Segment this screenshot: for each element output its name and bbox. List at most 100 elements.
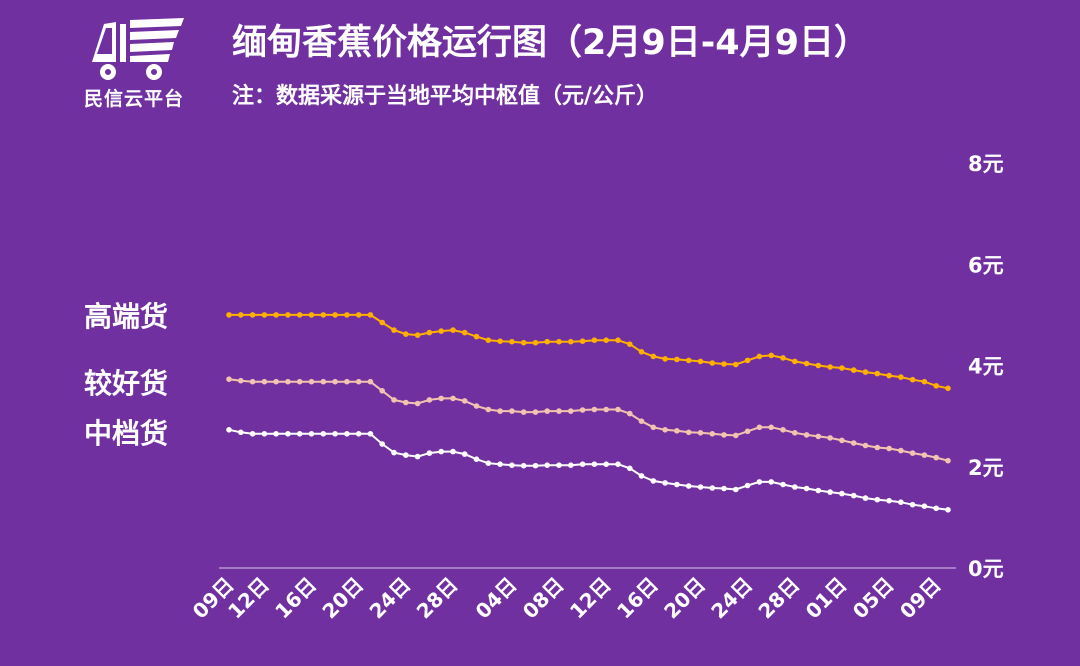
data-point	[509, 338, 515, 345]
data-point	[733, 361, 739, 368]
data-point	[344, 378, 350, 385]
data-point	[296, 431, 303, 437]
data-point	[662, 427, 668, 433]
x-tick-label: 12日	[565, 573, 616, 624]
data-point	[756, 353, 763, 360]
data-point	[898, 499, 904, 506]
x-tick-label: 20日	[659, 573, 710, 624]
data-point	[473, 403, 480, 409]
data-point	[662, 356, 668, 362]
data-point	[320, 312, 327, 318]
data-point	[650, 353, 657, 360]
data-point	[579, 407, 586, 413]
y-tick-label: 0元	[968, 557, 1004, 581]
data-point	[615, 461, 621, 468]
data-point	[945, 385, 951, 392]
data-point	[261, 312, 268, 318]
data-point	[709, 485, 716, 491]
data-point	[367, 378, 374, 385]
data-point	[556, 408, 562, 414]
chart-title: 缅甸香蕉价格运行图（2月9日-4月9日）	[232, 23, 869, 63]
data-point	[697, 358, 704, 365]
series-label: 高端货	[84, 300, 168, 333]
x-tick-label: 28日	[754, 573, 805, 624]
data-point	[638, 349, 645, 355]
data-point	[308, 312, 315, 318]
data-point	[768, 352, 774, 359]
data-point	[485, 337, 492, 344]
x-tick-label: 16日	[270, 573, 321, 624]
data-point	[320, 431, 327, 437]
data-point	[921, 452, 928, 458]
y-tick-label: 8元	[968, 152, 1004, 176]
data-point	[532, 339, 539, 346]
data-point	[721, 432, 727, 438]
data-point	[603, 337, 609, 344]
data-point	[638, 473, 645, 479]
data-point	[379, 388, 386, 394]
data-point	[485, 406, 492, 413]
data-point	[591, 337, 598, 344]
data-point	[320, 378, 327, 385]
data-point	[273, 431, 279, 437]
data-point	[226, 376, 232, 383]
data-point	[933, 454, 939, 461]
data-point	[685, 357, 692, 364]
x-tick-label: 12日	[223, 573, 274, 624]
data-point	[815, 487, 822, 494]
data-point	[473, 456, 480, 463]
data-point	[238, 429, 244, 436]
data-point	[532, 462, 539, 469]
data-point	[909, 501, 916, 508]
data-point	[815, 362, 822, 369]
data-point	[803, 485, 810, 492]
data-point	[697, 430, 704, 436]
data-point	[674, 481, 680, 488]
data-point	[792, 430, 798, 436]
data-point	[591, 406, 598, 413]
data-point	[344, 431, 350, 437]
data-point	[426, 397, 433, 403]
data-point	[945, 457, 951, 464]
data-point	[379, 319, 386, 326]
x-tick-label: 24日	[706, 573, 757, 624]
data-point	[627, 341, 633, 348]
data-point	[367, 312, 374, 318]
y-tick-label: 2元	[968, 456, 1004, 480]
data-point	[756, 424, 763, 431]
data-point	[426, 450, 433, 456]
data-point	[450, 448, 456, 455]
data-point	[780, 355, 786, 361]
data-point	[261, 431, 268, 437]
data-point	[497, 338, 503, 345]
data-point	[226, 427, 232, 433]
data-point	[615, 337, 621, 344]
data-point	[862, 495, 869, 501]
data-point	[473, 333, 480, 340]
data-point	[874, 444, 881, 451]
data-point	[650, 424, 657, 431]
data-point	[391, 327, 397, 333]
data-point	[414, 400, 421, 407]
data-point	[579, 461, 586, 468]
data-point	[603, 406, 609, 413]
data-point	[556, 462, 562, 469]
data-point	[556, 338, 562, 345]
data-point	[249, 312, 256, 318]
data-point	[839, 437, 845, 444]
data-point	[509, 408, 515, 414]
data-point	[249, 378, 256, 385]
data-point	[568, 462, 574, 469]
data-point	[733, 432, 739, 439]
data-point	[438, 448, 445, 455]
data-point	[650, 478, 657, 484]
x-tick-label: 28日	[412, 573, 463, 624]
data-point	[509, 462, 515, 469]
data-point	[497, 461, 503, 468]
data-point	[627, 465, 633, 472]
data-point	[862, 369, 869, 375]
data-point	[839, 365, 845, 371]
data-point	[721, 361, 727, 367]
data-point	[768, 424, 774, 431]
